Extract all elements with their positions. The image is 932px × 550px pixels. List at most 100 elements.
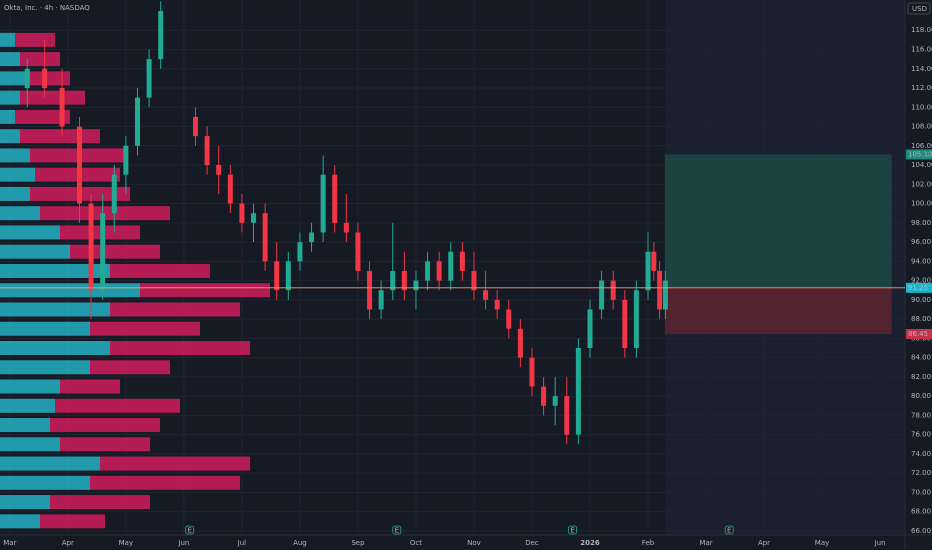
y-tick-label: 104.00 (911, 161, 932, 169)
candle-body (610, 280, 616, 300)
profile-down (60, 437, 150, 452)
event-label: E (187, 527, 191, 535)
x-tick-label: Nov (467, 539, 481, 547)
profile-up (0, 129, 20, 144)
candle-body (204, 136, 210, 166)
candle-body (459, 251, 465, 271)
profile-up (0, 379, 60, 394)
y-tick-label: 84.00 (911, 354, 931, 362)
candle-body (599, 280, 605, 310)
x-tick-label: Apr (62, 539, 74, 547)
profile-up (0, 32, 15, 47)
x-tick-label: Mar (3, 539, 16, 547)
y-tick-label: 82.00 (911, 373, 931, 381)
profile-up (0, 360, 90, 375)
candle-body (529, 357, 535, 387)
stop-label: 86.45 (908, 330, 928, 338)
profile-down (60, 225, 140, 240)
last-price-box (906, 282, 932, 293)
profile-up (0, 244, 70, 259)
profile-up (0, 167, 35, 182)
profile-down (20, 129, 100, 144)
candle-body (367, 270, 373, 310)
candle-body (88, 203, 94, 291)
y-tick-label: 90.00 (911, 296, 931, 304)
x-tick-label: Sep (351, 539, 365, 547)
y-tick-label: 106.00 (911, 142, 932, 150)
profile-down (70, 244, 160, 259)
profile-up (0, 302, 110, 317)
y-tick-label: 100.00 (911, 200, 932, 208)
profile-down (50, 418, 160, 433)
candle-body (251, 213, 257, 223)
profile-up (0, 514, 40, 529)
candle-body (355, 232, 361, 271)
y-tick-label: 70.00 (911, 488, 931, 496)
profile-up (0, 206, 40, 221)
candle-body (193, 116, 199, 137)
profile-down (110, 341, 250, 356)
x-tick-label: Jun (874, 539, 886, 547)
event-label: E (395, 527, 399, 535)
candle-body (401, 270, 407, 291)
y-tick-label: 114.00 (911, 65, 932, 73)
event-marker (724, 525, 734, 535)
profile-down (60, 379, 120, 394)
profile-down (50, 495, 150, 510)
y-tick-label: 94.00 (911, 257, 931, 265)
y-tick-label: 88.00 (911, 315, 931, 323)
candle-body (111, 174, 117, 214)
candle-body (285, 261, 291, 291)
candle-body (651, 251, 657, 271)
profile-up (0, 475, 90, 490)
profile-up (0, 148, 30, 163)
profile-up (0, 341, 110, 356)
x-tick-label: Jul (237, 539, 247, 547)
candle-body (76, 126, 82, 204)
profile-down (15, 32, 55, 47)
candle-body (517, 328, 523, 358)
x-tick-label: Mar (699, 539, 712, 547)
x-tick-label: May (815, 539, 829, 547)
last-price-label: 91.25 (908, 284, 928, 292)
candle-body (42, 68, 48, 89)
candle-body (123, 145, 129, 175)
candle-body (483, 290, 489, 300)
profile-down (15, 109, 70, 124)
candle-body (494, 299, 500, 310)
y-tick-label: 98.00 (911, 219, 931, 227)
profile-up (0, 437, 60, 452)
candle-body (436, 261, 442, 281)
profile-down (140, 283, 270, 298)
y-tick-label: 112.00 (911, 84, 932, 92)
candle-body (59, 88, 65, 127)
candle-body (541, 386, 547, 406)
candle-body (227, 174, 233, 204)
candle-body (645, 251, 651, 291)
candle-body (662, 280, 668, 310)
candle-body (506, 309, 512, 329)
profile-up (0, 186, 30, 201)
event-marker (568, 525, 577, 535)
target-box (906, 149, 932, 160)
profile-down (55, 398, 180, 413)
y-tick-label: 110.00 (911, 103, 932, 111)
candle-body (587, 309, 593, 349)
profile-up (0, 90, 20, 105)
candle-body (448, 251, 454, 281)
x-tick-label: Oct (410, 539, 422, 547)
y-tick-label: 116.00 (911, 45, 932, 53)
profile-up (0, 321, 90, 336)
y-tick-label: 92.00 (911, 277, 931, 285)
candle-body (158, 10, 164, 60)
candle-body (378, 290, 384, 310)
x-tick-label: Jun (177, 539, 189, 547)
profile-up (0, 456, 100, 471)
y-tick-label: 96.00 (911, 238, 931, 246)
y-tick-label: 78.00 (911, 411, 931, 419)
candle-body (622, 299, 628, 349)
profile-down (20, 90, 85, 105)
profile-down (20, 52, 60, 67)
y-tick-label: 118.00 (911, 26, 932, 34)
